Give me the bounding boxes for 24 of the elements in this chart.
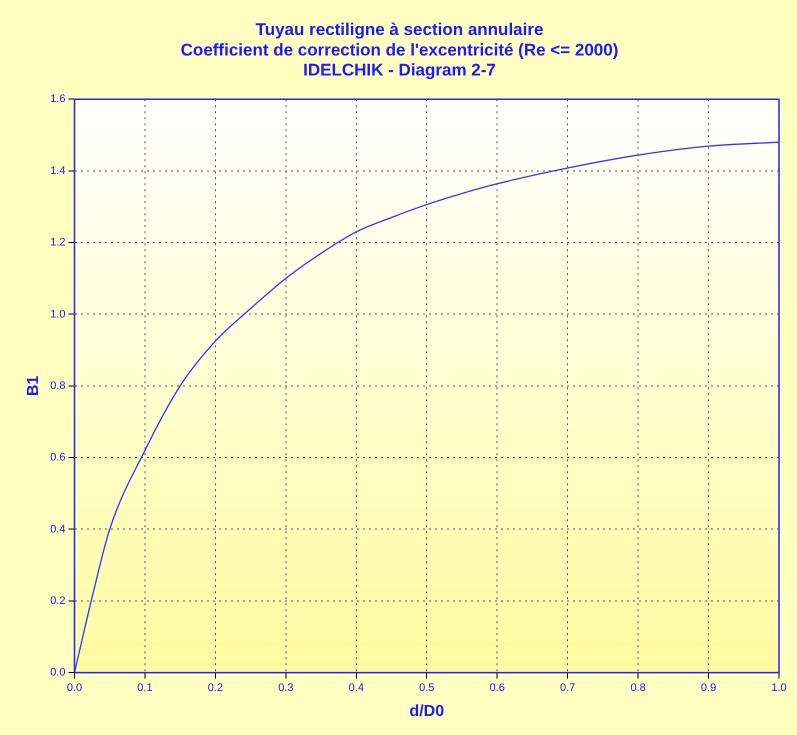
x-tick-label: 0.7	[560, 682, 576, 694]
x-tick-label: 0.9	[700, 682, 716, 694]
x-tick-label: 0.0	[66, 682, 82, 694]
y-tick-label: 1.4	[50, 164, 66, 177]
y-tick-label: 1.6	[50, 93, 66, 106]
y-tick-label: 1.0	[50, 308, 66, 320]
x-tick-label: 0.8	[630, 682, 646, 694]
line-series	[74, 142, 779, 673]
y-tick-label: 0.2	[50, 594, 66, 607]
y-tick-label: 0.4	[50, 523, 66, 536]
x-tick-label: 1.0	[771, 682, 787, 694]
x-tick-label: 0.4	[348, 682, 364, 694]
x-tick-label: 0.3	[278, 682, 294, 694]
chart-title: Tuyau rectiligne à section annulaire Coefficient de correction de l'excentricité (Re <= 2000) IDELCHIK - Diagram 2-7	[180, 20, 618, 80]
y-axis-title: B1	[25, 376, 42, 396]
x-tick-label: 0.1	[137, 682, 153, 694]
y-tick-label: 1.2	[50, 236, 66, 249]
x-tick-label: 0.2	[208, 682, 224, 694]
y-tick-label: 0.6	[50, 452, 66, 464]
x-tick-label: 0.5	[419, 682, 434, 694]
x-axis-title: d/D0	[409, 702, 444, 720]
x-tick-label: 0.6	[490, 682, 505, 694]
y-tick-label: 0.0	[50, 666, 66, 679]
y-tick-label: 0.8	[50, 380, 66, 392]
